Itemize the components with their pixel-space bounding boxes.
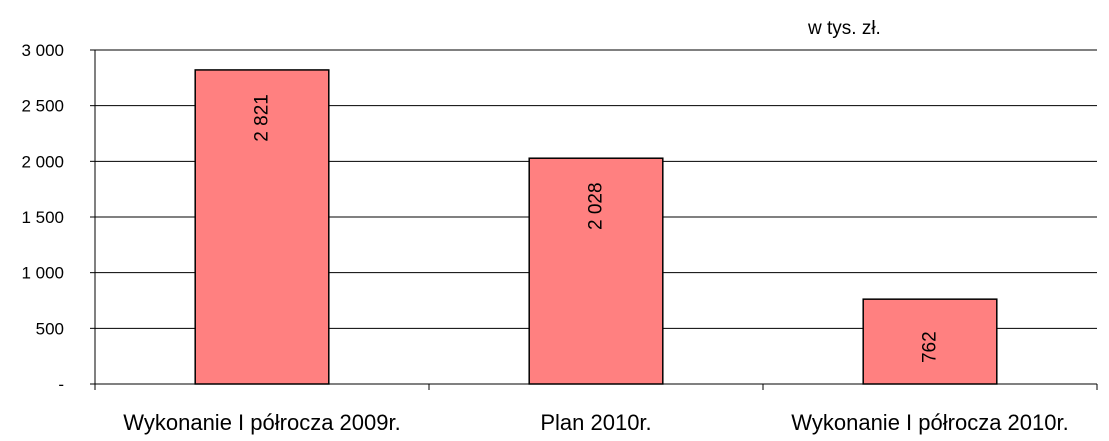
y-tick-label: 500: [36, 319, 64, 338]
bar-value-label: 2 028: [586, 182, 607, 230]
y-tick-label: 1 000: [21, 264, 64, 283]
bar: [528, 157, 664, 385]
x-category-label: Wykonanie I półrocza 2010r.: [791, 410, 1068, 435]
unit-label: w tys. zł.: [808, 18, 881, 39]
bar: [862, 298, 998, 385]
bar: [194, 69, 330, 385]
bars: [194, 69, 998, 385]
y-tick-labels: - 500 1 000 1 500 2 000 2 500 3 000: [21, 41, 64, 394]
y-tick-label: 3 000: [21, 41, 64, 60]
y-tick-label: 2 500: [21, 97, 64, 116]
y-tick-label: 2 000: [21, 152, 64, 171]
y-tick-label: -: [58, 375, 64, 394]
bar-value-label: 2 821: [252, 94, 273, 142]
y-tick-label: 1 500: [21, 208, 64, 227]
x-category-label: Plan 2010r.: [540, 410, 651, 435]
bar-value-label: 762: [920, 331, 941, 363]
data-labels: 2 821 2 028 762: [252, 94, 941, 363]
x-tick-labels: Wykonanie I półrocza 2009r. Plan 2010r. Wy…: [123, 410, 1068, 435]
x-category-label: Wykonanie I półrocza 2009r.: [123, 410, 400, 435]
